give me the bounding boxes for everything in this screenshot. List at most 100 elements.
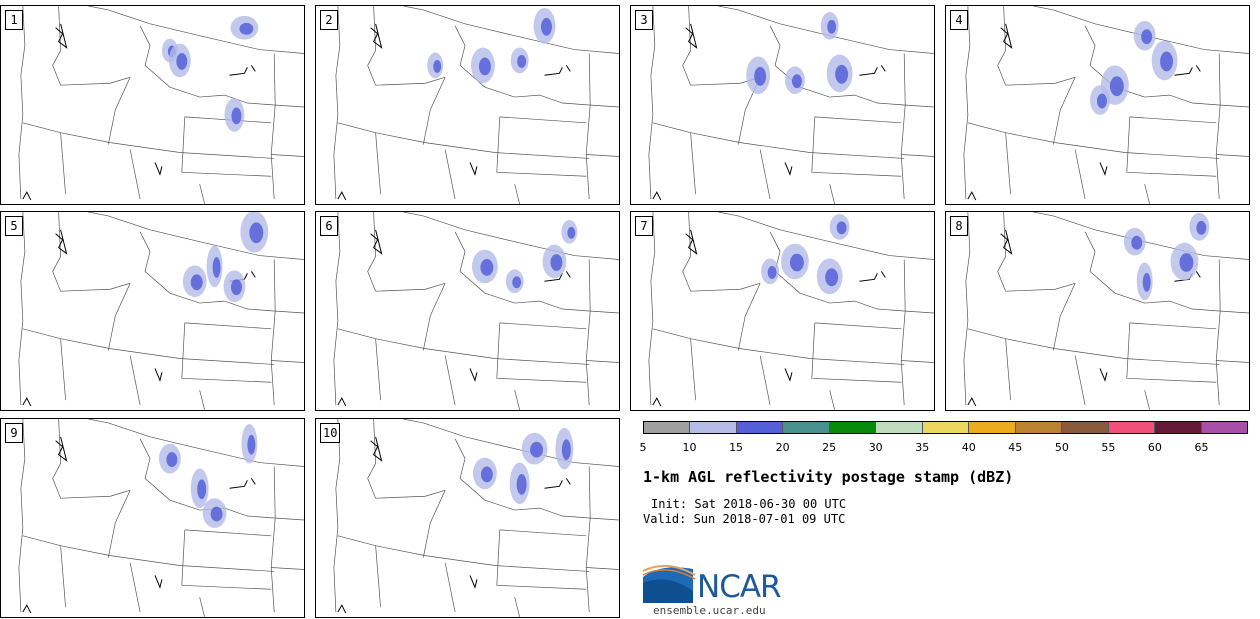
colorbar-tick-label: 5 (639, 441, 647, 454)
colorbar-tick-label: 40 (961, 441, 976, 454)
reflectivity-echo-core (197, 479, 207, 500)
reflectivity-echo-core (1142, 272, 1151, 292)
panel-number-label: 8 (950, 216, 968, 236)
reflectivity-echo-core (516, 473, 527, 495)
reflectivity-echo-core (247, 434, 256, 455)
site-url: ensemble.ucar.edu (653, 604, 766, 617)
init-time: Init: Sat 2018-06-30 00 UTC (651, 497, 847, 511)
panel-number-label: 2 (320, 10, 338, 30)
colorbar-tick-label: 20 (775, 441, 790, 454)
reflectivity-echo-core (433, 59, 442, 73)
reflectivity-echo-core (480, 466, 493, 483)
reflectivity-echo-core (1141, 29, 1153, 45)
colorbar-segment (922, 422, 970, 433)
colorbar-segment (1015, 422, 1063, 433)
state-boundaries-map: .b{fill:none;stroke:#555;stroke-width:0.… (648, 6, 934, 204)
state-boundaries-map: .b{fill:none;stroke:#555;stroke-width:0.… (18, 6, 304, 204)
reflectivity-echo-core (1196, 220, 1207, 235)
colorbar-segment (876, 422, 923, 433)
colorbar-segment (783, 422, 830, 433)
ncar-logo-text: NCAR (697, 569, 782, 605)
reflectivity-echo-core (190, 274, 203, 291)
colorbar-segment (1108, 422, 1156, 433)
reflectivity-echo-core (791, 74, 802, 89)
valid-time: Valid: Sun 2018-07-01 09 UTC (643, 512, 846, 526)
reflectivity-echo-core (835, 64, 849, 84)
reflectivity-echo-core (239, 22, 254, 35)
reflectivity-echo-core (249, 222, 264, 244)
reflectivity-echo-core (1131, 235, 1143, 250)
reflectivity-echo-core (230, 279, 242, 296)
panel-number-label: 6 (320, 216, 338, 236)
reflectivity-echo-core (825, 268, 839, 287)
state-boundaries-map: .b{fill:none;stroke:#555;stroke-width:0.… (333, 419, 619, 617)
reflectivity-echo-core (767, 265, 777, 279)
reflectivity-echo-core (1160, 51, 1174, 72)
reflectivity-echo-core (836, 221, 847, 235)
reflectivity-echo-core (231, 107, 242, 125)
map-panel: .b{fill:none;stroke:#555;stroke-width:0.… (945, 211, 1250, 411)
colorbar-segment (1155, 422, 1202, 433)
colorbar-tick-label: 30 (868, 441, 883, 454)
reflectivity-echo-core (1109, 76, 1124, 97)
map-panel: .b{fill:none;stroke:#555;stroke-width:0.… (315, 418, 620, 618)
colorbar-tick-label: 15 (729, 441, 744, 454)
map-panel: .b{fill:none;stroke:#555;stroke-width:0.… (945, 5, 1250, 205)
reflectivity-echo-core (754, 66, 767, 86)
map-panel: .b{fill:none;stroke:#555;stroke-width:0.… (630, 211, 935, 411)
colorbar-tick-label: 25 (822, 441, 837, 454)
panel-number-label: 9 (5, 423, 23, 443)
reflectivity-echo-core (517, 55, 527, 68)
panel-number-label: 4 (950, 10, 968, 30)
reflectivity-echo-core (212, 257, 221, 278)
reflectivity-echo-core (210, 506, 223, 522)
colorbar-tick-label: 60 (1147, 441, 1162, 454)
colorbar-tick-label: 55 (1101, 441, 1116, 454)
plot-title: 1-km AGL reflectivity postage stamp (dBZ… (643, 468, 1014, 486)
reflectivity-echo-core (1097, 93, 1107, 109)
colorbar-tick-label: 50 (1054, 441, 1069, 454)
colorbar-segment (1062, 422, 1109, 433)
colorbar-tick-label: 35 (915, 441, 930, 454)
colorbar-segment (1201, 422, 1248, 433)
reflectivity-echo-core (789, 253, 804, 272)
reflectivity-echo-core (512, 276, 522, 289)
map-panel: .b{fill:none;stroke:#555;stroke-width:0.… (315, 5, 620, 205)
state-boundaries-map: .b{fill:none;stroke:#555;stroke-width:0.… (18, 419, 304, 617)
ncar-logo-icon (642, 564, 696, 603)
map-panel: .b{fill:none;stroke:#555;stroke-width:0.… (0, 5, 305, 205)
reflectivity-echo-core (567, 226, 576, 239)
colorbar-segment (736, 422, 784, 433)
reflectivity-echo-core (176, 53, 188, 70)
map-panel: .b{fill:none;stroke:#555;stroke-width:0.… (630, 5, 935, 205)
state-boundaries-map: .b{fill:none;stroke:#555;stroke-width:0.… (18, 212, 304, 410)
reflectivity-echo-core (480, 259, 494, 276)
panel-number-label: 10 (320, 423, 341, 443)
map-panel: .b{fill:none;stroke:#555;stroke-width:0.… (0, 418, 305, 618)
reflectivity-echo-core (1179, 253, 1194, 272)
reflectivity-echo-core (166, 452, 178, 468)
state-boundaries-map: .b{fill:none;stroke:#555;stroke-width:0.… (963, 6, 1249, 204)
colorbar-segment (644, 422, 691, 433)
colorbar-segment (829, 422, 877, 433)
colorbar-tick-label: 45 (1008, 441, 1023, 454)
colorbar-tick-label: 65 (1194, 441, 1209, 454)
reflectivity-echo-core (550, 254, 563, 271)
state-boundaries-map: .b{fill:none;stroke:#555;stroke-width:0.… (648, 212, 934, 410)
reflectivity-echo-core (827, 19, 837, 34)
colorbar-segment (969, 422, 1016, 433)
reflectivity-echo-core (530, 441, 544, 458)
map-panel: .b{fill:none;stroke:#555;stroke-width:0.… (315, 211, 620, 411)
panel-number-label: 7 (635, 216, 653, 236)
colorbar-tick-label: 10 (682, 441, 697, 454)
map-panel: .b{fill:none;stroke:#555;stroke-width:0.… (0, 211, 305, 411)
state-boundaries-map: .b{fill:none;stroke:#555;stroke-width:0.… (333, 212, 619, 410)
colorbar-tick-labels: 5 10 15 20 25 30 35 40 45 50 55 60 65 (639, 441, 1248, 455)
panel-number-label: 1 (5, 10, 23, 30)
reflectivity-echo-core (541, 17, 552, 36)
reflectivity-colorbar (643, 421, 1248, 434)
reflectivity-echo-core (478, 57, 491, 76)
reflectivity-echo-core (561, 439, 571, 461)
state-boundaries-map: .b{fill:none;stroke:#555;stroke-width:0.… (333, 6, 619, 204)
panel-number-label: 3 (635, 10, 653, 30)
